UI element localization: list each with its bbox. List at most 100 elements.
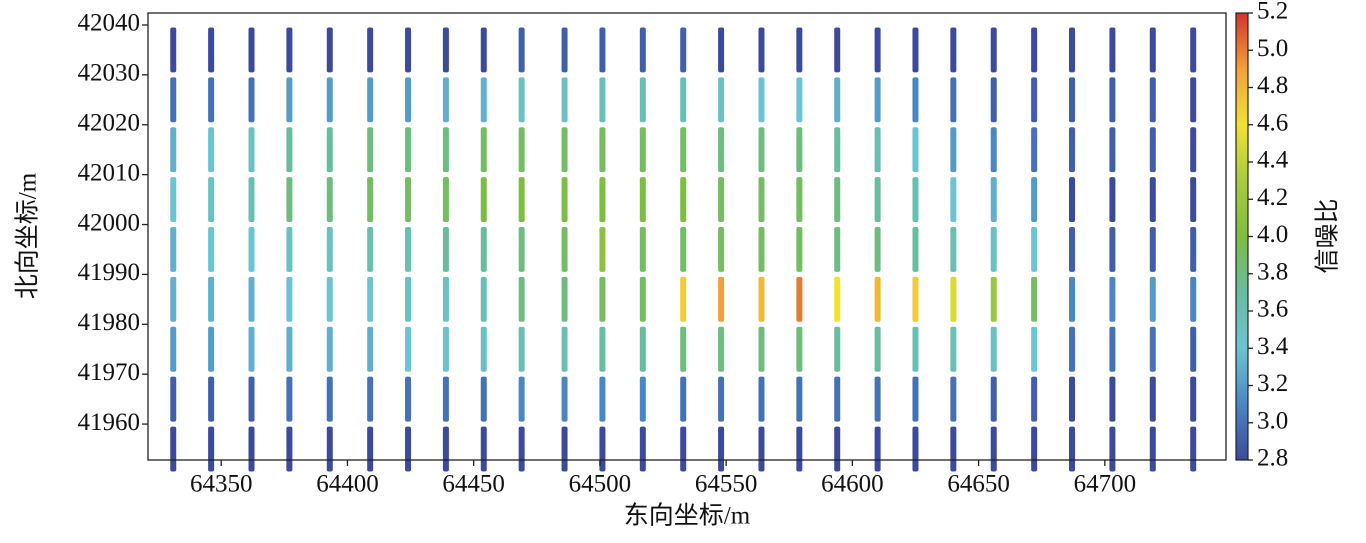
scatter-point [208,426,215,472]
colorbar-tick-label: 5.0 [1257,35,1288,62]
scatter-point [208,326,215,372]
scatter-point [442,326,449,372]
scatter-point [758,376,765,422]
scatter-point [639,177,646,223]
scatter-point [718,376,725,422]
scatter-point [1031,77,1038,123]
scatter-point [950,227,957,272]
scatter-point [248,376,255,422]
scatter-point [367,27,374,73]
y-tick-label: 42000 [78,209,141,236]
scatter-point [680,177,687,223]
scatter-point [758,276,765,322]
scatter-point [912,77,919,123]
plot-frame [147,12,1227,461]
scatter-point [990,127,997,173]
scatter-point [599,227,606,272]
scatter-point [518,326,525,372]
scatter-point [1109,326,1116,372]
scatter-point [286,426,293,472]
y-tick-label: 42010 [78,159,141,186]
y-tick-label: 41970 [78,359,141,386]
scatter-point [1069,77,1075,123]
scatter-point [950,426,957,472]
scatter-point [639,426,646,472]
scatter-point [367,276,374,322]
scatter-point [912,426,919,472]
x-tick-label: 64550 [695,471,758,498]
scatter-point [480,227,487,272]
scatter-point [561,77,568,123]
scatter-point [170,276,177,322]
scatter-point [680,227,687,272]
scatter-point [1190,426,1197,472]
scatter-point [1190,177,1197,223]
scatter-point [208,127,215,173]
scatter-point [480,77,487,123]
scatter-point [796,127,803,173]
scatter-point [1190,227,1197,272]
scatter-point [248,426,255,472]
colorbar-tick-label: 2.8 [1257,445,1288,472]
scatter-point [912,376,919,422]
scatter-point [405,326,412,372]
scatter-point [248,177,255,223]
scatter-point [834,77,841,123]
scatter-point [874,276,881,322]
scatter-point [599,27,606,73]
scatter-point [208,227,215,272]
colorbar-tick-label: 3.8 [1257,258,1288,285]
scatter-point [561,177,568,223]
scatter-point [367,326,374,372]
scatter-point [599,326,606,372]
scatter-point [442,27,449,73]
scatter-point [796,426,803,472]
scatter-point [796,276,803,322]
scatter-point [1149,376,1156,422]
scatter-point [990,227,997,272]
scatter-point [208,276,215,322]
scatter-point [1069,326,1075,372]
scatter-point [680,376,687,422]
scatter-point [286,77,293,123]
scatter-point [518,376,525,422]
scatter-point [874,326,881,372]
scatter-point [718,276,725,322]
scatter-point [680,27,687,73]
scatter-point [758,77,765,123]
scatter-point [1031,177,1038,223]
scatter-point [561,326,568,372]
scatter-point [758,127,765,173]
scatter-point [718,326,725,372]
colorbar-tick-label: 3.4 [1257,333,1289,360]
scatter-point [758,177,765,223]
scatter-point [286,177,293,223]
x-tick-label: 64700 [1074,471,1137,498]
scatter-point [718,77,725,123]
scatter-point [405,376,412,422]
scatter-point [1069,127,1075,173]
scatter-point [1190,27,1197,73]
scatter-point [326,27,333,73]
scatter-point [950,376,957,422]
scatter-point [442,177,449,223]
scatter-point [367,77,374,123]
scatter-point [405,77,412,123]
scatter-point [599,77,606,123]
scatter-point [1031,376,1038,422]
colorbar-tick-label: 4.8 [1257,72,1288,99]
y-axis-title: 北向坐标/m [14,172,42,299]
scatter-point [518,426,525,472]
scatter-point [248,227,255,272]
scatter-point [718,127,725,173]
scatter-point [286,276,293,322]
scatter-point [1069,276,1075,322]
scatter-point [912,177,919,223]
y-tick-label: 42030 [78,60,141,87]
scatter-point [834,376,841,422]
scatter-point [248,77,255,123]
scatter-point [1069,376,1075,422]
scatter-point [1149,227,1156,272]
scatter-point [170,127,177,173]
scatter-point [1149,276,1156,322]
